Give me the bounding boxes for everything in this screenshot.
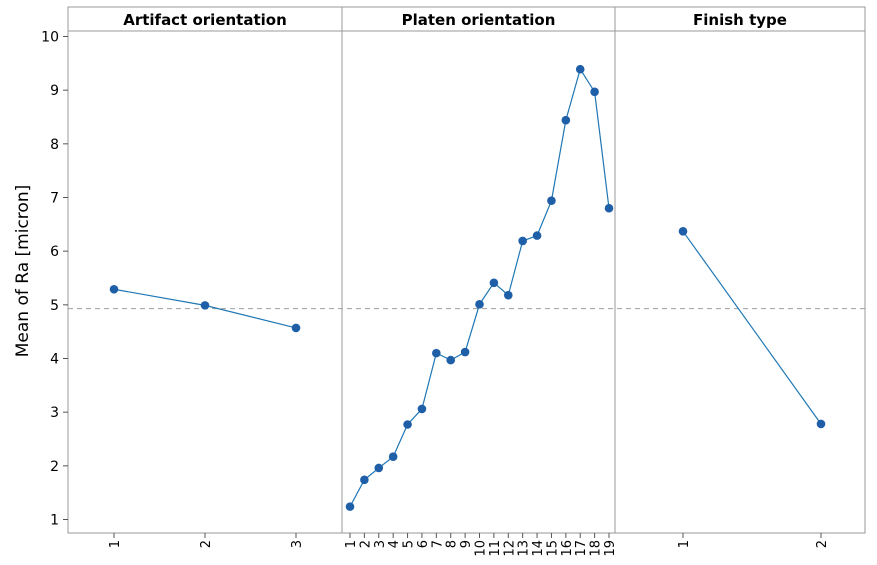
data-point	[417, 404, 427, 414]
x-tick-label: 11	[488, 540, 503, 557]
data-point	[403, 420, 412, 429]
data-point	[345, 502, 355, 511]
series-line	[682, 230, 822, 425]
x-tick-label: 15	[545, 540, 560, 557]
x-tick-label: 6	[416, 540, 431, 548]
data-point	[575, 64, 585, 74]
x-tick-label: 3	[373, 540, 388, 548]
data-point	[489, 278, 499, 288]
data-point	[446, 355, 456, 365]
data-point	[460, 347, 470, 357]
data-point	[518, 236, 527, 246]
x-tick-label: 9	[459, 540, 474, 548]
panel-title: Finish type	[693, 11, 787, 29]
x-tick-label: 12	[502, 540, 517, 557]
x-tick-label: 5	[402, 540, 417, 548]
x-tick-label: 13	[517, 540, 532, 557]
panel-title: Platen orientation	[402, 11, 556, 29]
y-tick-label: 3	[50, 405, 59, 421]
series-line	[349, 67, 610, 507]
y-tick-label: 4	[50, 352, 59, 368]
x-tick-label: 2	[815, 540, 830, 548]
data-point	[604, 203, 614, 213]
x-tick-label: 10	[474, 540, 489, 557]
x-tick-label: 1	[108, 540, 123, 548]
data-point	[816, 419, 826, 429]
y-tick-label: 6	[50, 244, 59, 260]
plot-frame	[67, 6, 866, 534]
x-tick-label: 2	[358, 540, 373, 548]
x-tick-label: 14	[531, 540, 546, 557]
y-tick-label: 7	[50, 191, 59, 207]
y-tick-label: 2	[50, 459, 59, 475]
data-point	[503, 290, 513, 300]
y-tick-label: 1	[50, 513, 59, 529]
data-point	[374, 463, 384, 473]
panel-title: Artifact orientation	[123, 11, 287, 29]
x-tick-label: 17	[574, 540, 589, 557]
y-axis-label: Mean of Ra [micron]	[13, 185, 33, 357]
x-tick-label: 7	[430, 540, 445, 548]
y-tick-label: 9	[50, 83, 59, 99]
data-point	[561, 115, 571, 125]
data-point	[109, 284, 119, 294]
data-point	[432, 348, 441, 358]
data-point	[388, 452, 398, 462]
x-tick-label: 4	[387, 540, 402, 548]
data-point	[475, 299, 484, 309]
x-tick-label: 1	[677, 540, 692, 548]
x-tick-label: 1	[344, 540, 359, 548]
x-tick-label: 19	[603, 540, 618, 557]
y-tick-label: 5	[50, 298, 59, 314]
x-tick-label: 2	[199, 540, 214, 548]
data-point	[532, 231, 542, 240]
y-tick-label: 8	[50, 137, 59, 153]
data-point	[547, 196, 556, 206]
data-point	[360, 475, 369, 485]
data-point	[200, 301, 210, 310]
data-point	[678, 227, 688, 236]
x-tick-label: 3	[290, 540, 305, 548]
x-tick-label: 18	[589, 540, 604, 557]
data-point	[291, 323, 301, 333]
x-tick-label: 8	[445, 540, 460, 548]
y-tick-label: 10	[41, 30, 59, 46]
x-tick-label: 16	[560, 540, 575, 557]
data-point	[590, 87, 599, 97]
